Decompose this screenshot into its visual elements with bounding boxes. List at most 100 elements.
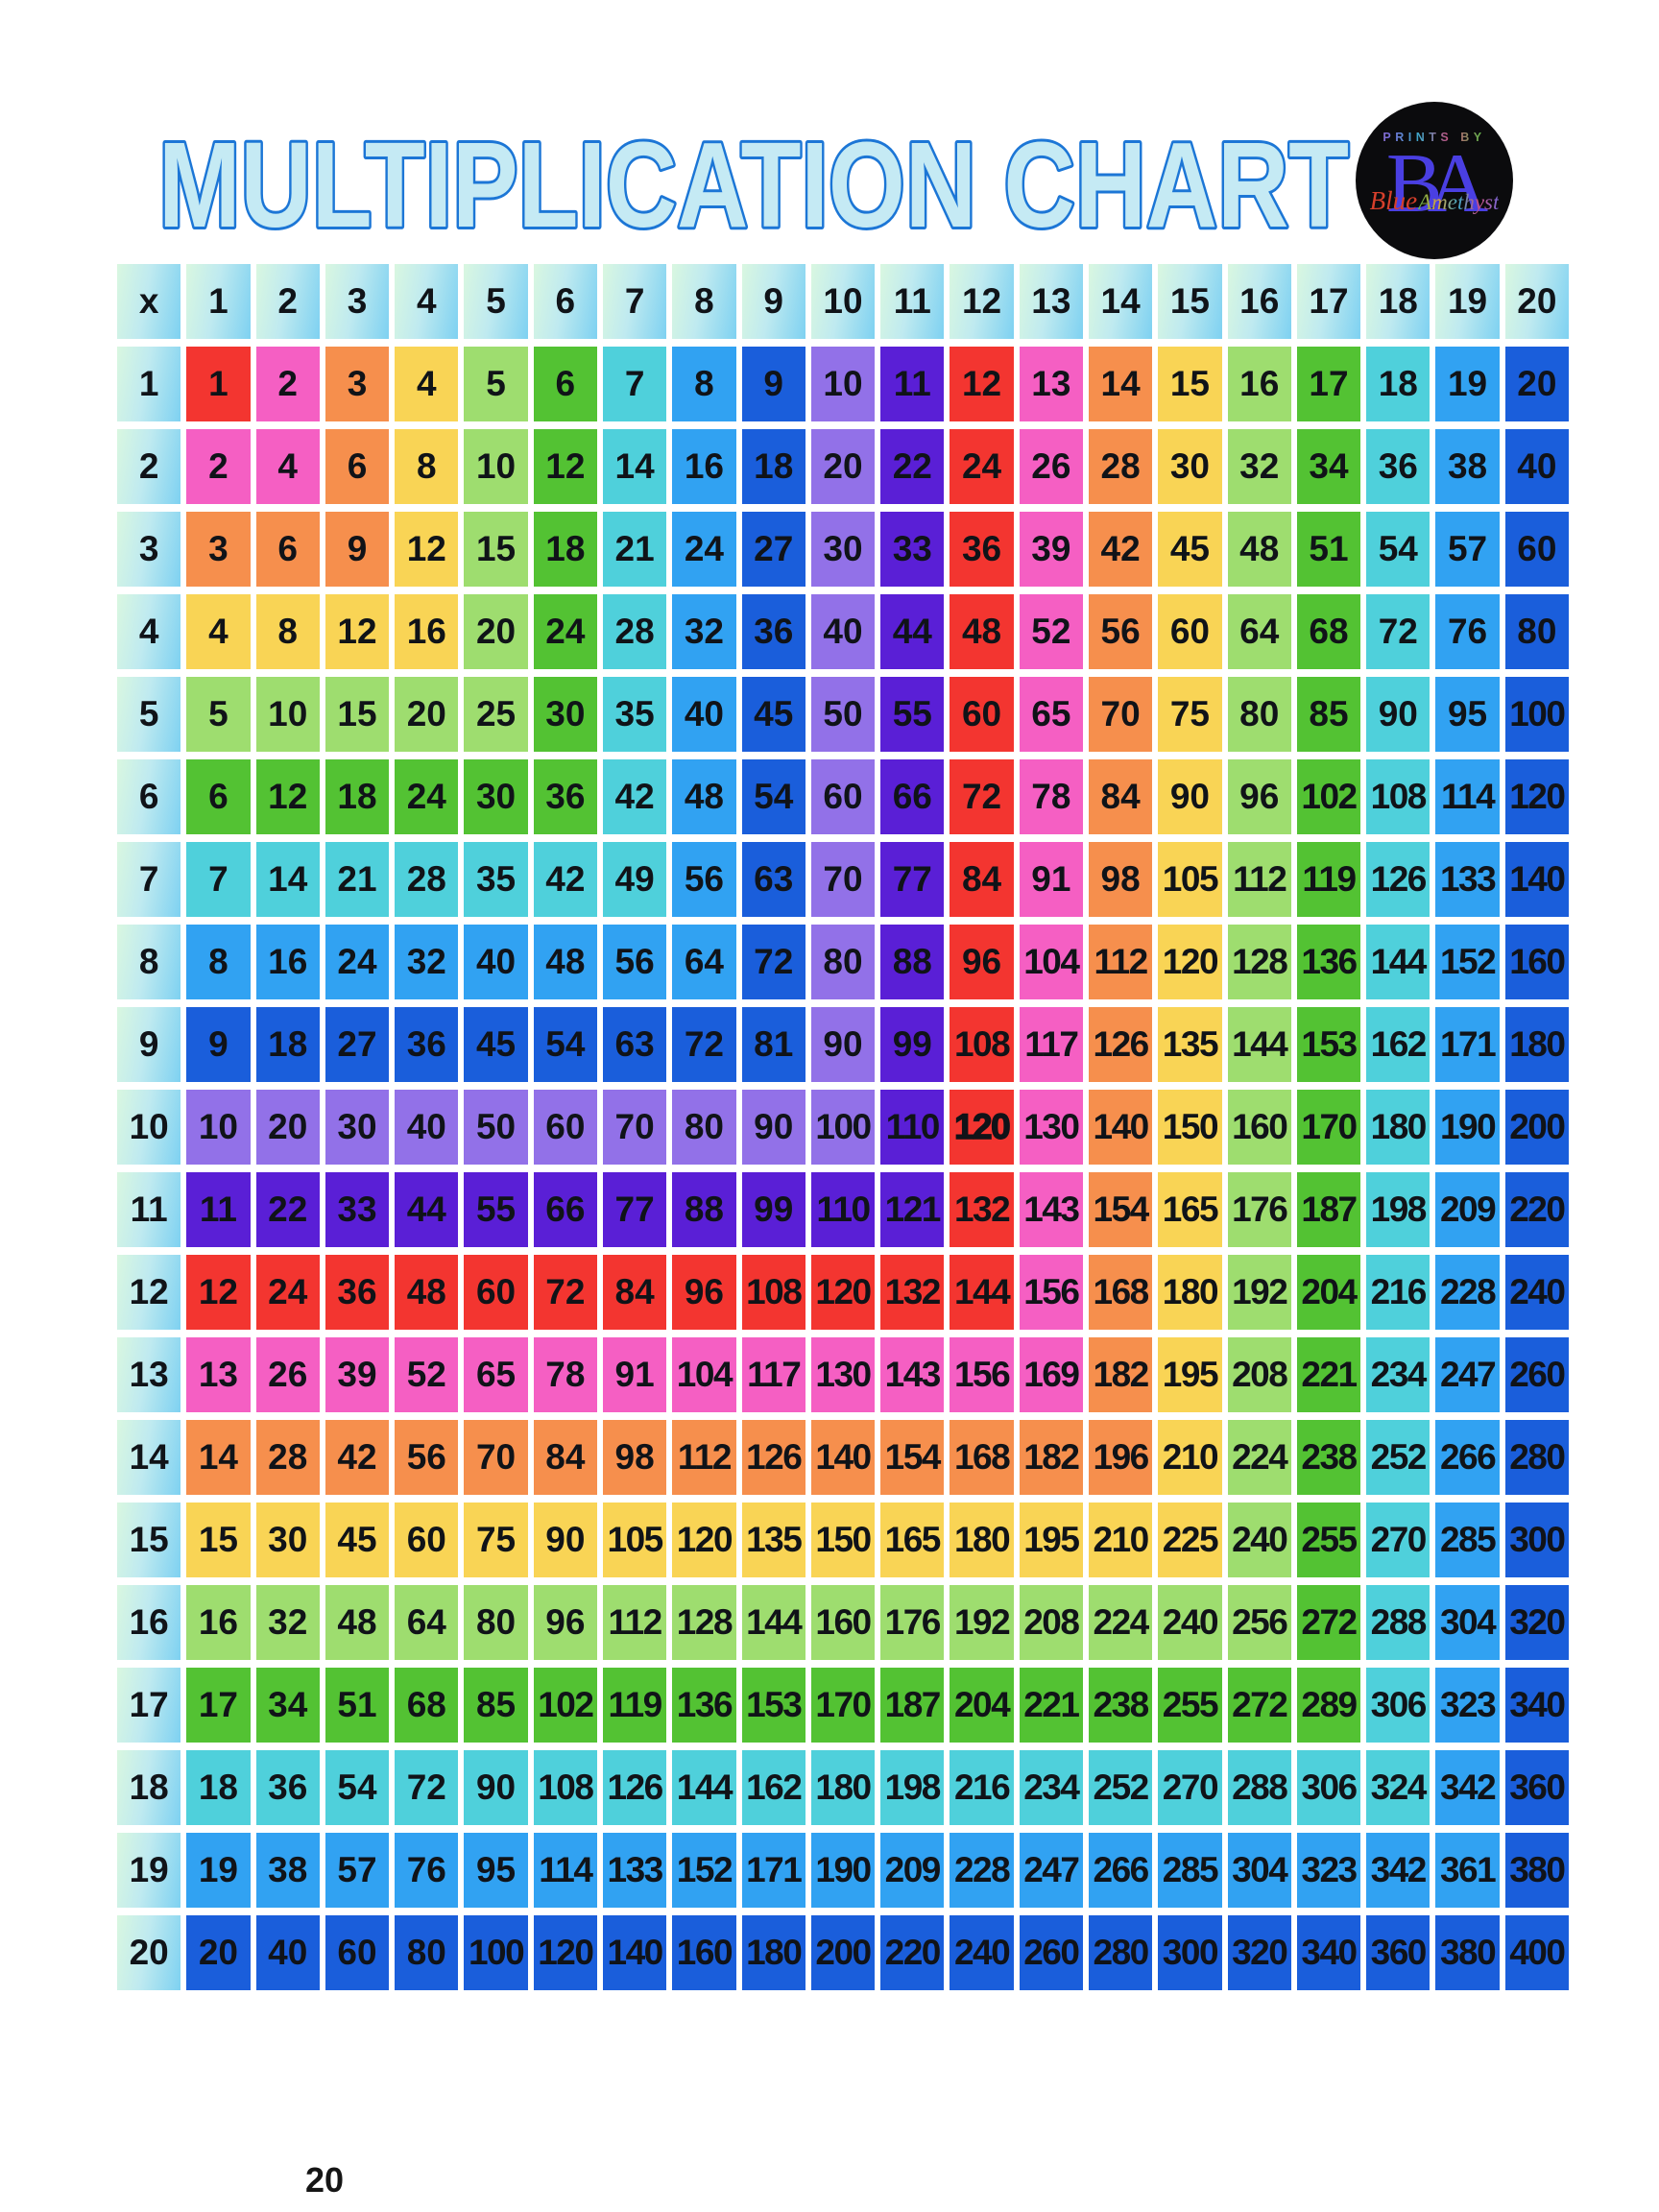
- grid-cell-9x19: 171: [1435, 1007, 1500, 1082]
- row-header-13: 13: [117, 1337, 181, 1412]
- grid-cell-15x10: 150: [810, 1503, 876, 1577]
- grid-cell-19x18: 342: [1366, 1833, 1431, 1908]
- row-header-16: 16: [117, 1585, 181, 1660]
- grid-cell-15x15: 225: [1158, 1503, 1222, 1577]
- grid-cell-17x10: 170: [810, 1668, 876, 1743]
- grid-cell-12x14: 168: [1088, 1255, 1153, 1330]
- grid-cell-7x12: 84: [950, 842, 1014, 917]
- row-header-5: 5: [117, 677, 181, 752]
- grid-cell-7x5: 35: [464, 842, 528, 917]
- grid-cell-7x16: 112: [1227, 842, 1291, 917]
- grid-cell-15x12: 180: [950, 1503, 1014, 1577]
- row-header-12: 12: [117, 1255, 181, 1330]
- grid-cell-6x3: 18: [325, 759, 390, 834]
- grid-cell-15x17: 255: [1296, 1503, 1361, 1577]
- grid-cell-14x15: 210: [1158, 1420, 1222, 1495]
- grid-cell-10x2: 20: [255, 1090, 320, 1165]
- grid-cell-16x9: 144: [741, 1585, 805, 1660]
- grid-cell-15x3: 45: [325, 1503, 390, 1577]
- grid-cell-10x3: 30: [325, 1090, 390, 1165]
- grid-cell-15x11: 165: [880, 1503, 945, 1577]
- grid-cell-3x12: 36: [950, 512, 1014, 587]
- grid-cell-1x3: 3: [325, 347, 390, 421]
- grid-cell-17x5: 85: [464, 1668, 528, 1743]
- col-header-16: 16: [1227, 264, 1291, 339]
- grid-cell-16x12: 192: [950, 1585, 1014, 1660]
- grid-cell-9x16: 144: [1227, 1007, 1291, 1082]
- grid-cell-15x13: 195: [1019, 1503, 1083, 1577]
- grid-cell-10x14: 140: [1088, 1090, 1153, 1165]
- grid-cell-4x14: 56: [1088, 594, 1153, 669]
- grid-cell-2x17: 34: [1296, 429, 1361, 504]
- grid-cell-19x19: 361: [1435, 1833, 1500, 1908]
- grid-cell-17x7: 119: [602, 1668, 667, 1743]
- grid-cell-19x12: 228: [950, 1833, 1014, 1908]
- grid-cell-4x8: 32: [672, 594, 736, 669]
- grid-cell-13x16: 208: [1227, 1337, 1291, 1412]
- brand-logo: PRINTS BY BA BlueAmethyst: [1356, 102, 1513, 259]
- row-header-9: 9: [117, 1007, 181, 1082]
- grid-cell-1x18: 18: [1366, 347, 1431, 421]
- logo-script-blue: Blue: [1369, 186, 1418, 215]
- row-header-3: 3: [117, 512, 181, 587]
- grid-cell-8x1: 8: [186, 925, 251, 999]
- grid-cell-1x15: 15: [1158, 347, 1222, 421]
- grid-cell-17x17: 289: [1296, 1668, 1361, 1743]
- grid-cell-1x20: 20: [1504, 347, 1569, 421]
- grid-cell-2x12: 24: [950, 429, 1014, 504]
- grid-cell-19x7: 133: [602, 1833, 667, 1908]
- grid-cell-16x1: 16: [186, 1585, 251, 1660]
- grid-cell-9x8: 72: [672, 1007, 736, 1082]
- grid-cell-11x2: 22: [255, 1172, 320, 1247]
- grid-cell-9x9: 81: [741, 1007, 805, 1082]
- row-header-8: 8: [117, 925, 181, 999]
- grid-cell-1x16: 16: [1227, 347, 1291, 421]
- grid-cell-7x14: 98: [1088, 842, 1153, 917]
- logo-script: BlueAmethyst: [1356, 186, 1513, 216]
- row-header-6: 6: [117, 759, 181, 834]
- grid-cell-10x20: 200: [1504, 1090, 1569, 1165]
- grid-cell-20x1: 20: [186, 1915, 251, 1990]
- grid-cell-6x9: 54: [741, 759, 805, 834]
- grid-cell-19x8: 152: [672, 1833, 736, 1908]
- grid-cell-10x7: 70: [602, 1090, 667, 1165]
- grid-cell-13x1: 13: [186, 1337, 251, 1412]
- grid-cell-14x6: 84: [533, 1420, 597, 1495]
- grid-cell-11x7: 77: [602, 1172, 667, 1247]
- grid-cell-5x14: 70: [1088, 677, 1153, 752]
- grid-cell-2x19: 38: [1435, 429, 1500, 504]
- grid-cell-8x18: 144: [1366, 925, 1431, 999]
- row-header-4: 4: [117, 594, 181, 669]
- grid-cell-11x15: 165: [1158, 1172, 1222, 1247]
- grid-cell-3x16: 48: [1227, 512, 1291, 587]
- grid-cell-8x11: 88: [880, 925, 945, 999]
- grid-cell-18x5: 90: [464, 1750, 528, 1825]
- col-header-11: 11: [880, 264, 945, 339]
- grid-cell-12x2: 24: [255, 1255, 320, 1330]
- grid-cell-1x4: 4: [395, 347, 459, 421]
- grid-cell-20x18: 360: [1366, 1915, 1431, 1990]
- multiplication-grid: x 1 2 3 4 5 6 7 8 9 10 11 12 13 14 15 16 17 18 19 20 1 1 2 3 4 5 6 7…: [117, 264, 1569, 1990]
- grid-cell-12x17: 204: [1296, 1255, 1361, 1330]
- grid-cell-6x15: 90: [1158, 759, 1222, 834]
- grid-cell-10x17: 170: [1296, 1090, 1361, 1165]
- grid-cell-9x12: 108: [950, 1007, 1014, 1082]
- grid-cell-5x9: 45: [741, 677, 805, 752]
- col-header-17: 17: [1296, 264, 1361, 339]
- grid-cell-14x2: 28: [255, 1420, 320, 1495]
- grid-cell-7x18: 126: [1366, 842, 1431, 917]
- grid-cell-14x14: 196: [1088, 1420, 1153, 1495]
- grid-cell-20x15: 300: [1158, 1915, 1222, 1990]
- grid-cell-2x6: 12: [533, 429, 597, 504]
- grid-cell-1x11: 11: [880, 347, 945, 421]
- grid-cell-10x15: 150: [1158, 1090, 1222, 1165]
- grid-cell-3x5: 15: [464, 512, 528, 587]
- col-header-1: 1: [186, 264, 251, 339]
- grid-cell-1x1: 1: [186, 347, 251, 421]
- grid-cell-7x9: 63: [741, 842, 805, 917]
- grid-cell-16x18: 288: [1366, 1585, 1431, 1660]
- grid-cell-4x9: 36: [741, 594, 805, 669]
- grid-cell-8x4: 32: [395, 925, 459, 999]
- grid-cell-16x4: 64: [395, 1585, 459, 1660]
